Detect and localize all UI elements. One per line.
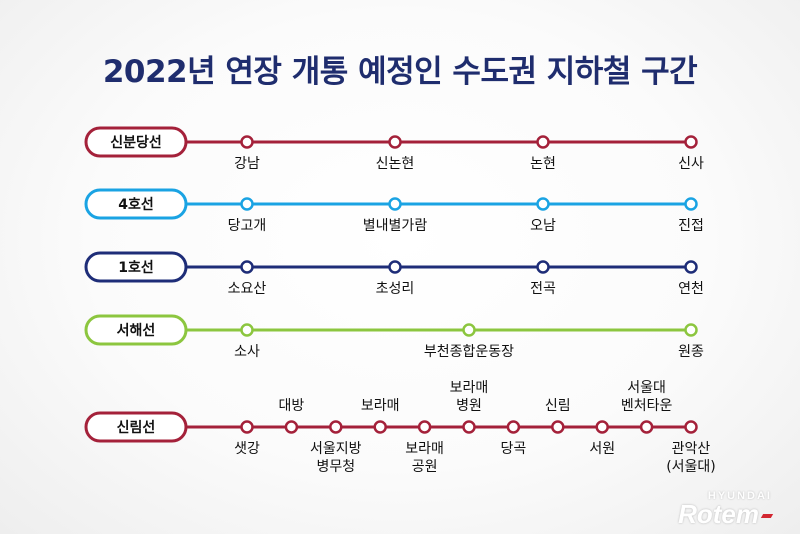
line-name-badge [84,188,188,220]
station-label: 초성리 [376,281,415,297]
station-marker [240,420,254,434]
station-label: 병무청 [316,459,355,475]
station-label: 벤처타운 [621,398,673,414]
station-label: 당곡 [501,441,527,457]
diagram-title: 2022년 연장 개통 예정인 수도권 지하철 구간 [102,54,698,90]
line-name: 4호선 [118,197,154,213]
station-label: 원종 [678,344,704,360]
station-label: 소요산 [228,281,267,297]
hyundai-rotem-logo: HYUNDAI Rotem [678,490,774,529]
station-label: 샛강 [234,441,260,457]
station-marker [536,197,550,211]
station-label: 병원 [456,398,482,414]
station-label: 신논현 [376,156,415,172]
station-label: 별내별가람 [363,218,428,234]
station-label: 당고개 [228,218,267,234]
line-name: 신림선 [117,420,156,436]
station-label: 보라매 [450,380,489,396]
station-marker [329,420,343,434]
station-marker [240,135,254,149]
logo-name: Rotem [678,499,759,529]
station-label: 서울대 [627,380,666,396]
station-marker [506,420,521,434]
station-marker [684,260,698,274]
station-marker [595,420,609,434]
station-marker [551,420,565,434]
logo-brand-text: HYUNDAI [707,490,772,502]
station-label: 전곡 [530,281,556,297]
station-label: 진접 [678,218,704,234]
subway-line-4: 신림선샛강대방서울지방병무청보라매보라매공원보라매병원당곡신림서원서울대벤처타운… [84,380,716,475]
station-label: 신림 [545,398,571,414]
station-label: 논현 [530,156,556,172]
station-marker [240,323,254,337]
station-label: 소사 [234,344,260,360]
station-marker [417,420,432,434]
station-marker [284,420,299,434]
station-marker [388,135,402,149]
station-marker [462,420,476,434]
station-label: 보라매 [405,441,444,457]
station-label: 신사 [678,156,704,172]
station-label: 강남 [234,156,260,172]
logo-name-text: Rotem [678,499,774,529]
station-marker [684,135,698,149]
station-label: 연천 [678,281,704,297]
line-name: 1호선 [118,260,154,276]
station-label: (서울대) [666,459,716,475]
line-name-badge [84,411,188,443]
line-name-badge [84,251,188,283]
station-label: 서울지방 [310,441,362,457]
logo-accent-mark [760,514,774,519]
station-marker [373,420,387,434]
station-label: 부천종합운동장 [424,344,514,360]
station-label: 오남 [530,218,556,234]
station-marker [462,323,476,337]
station-marker [536,135,550,149]
station-marker [240,197,254,211]
station-marker [684,323,698,337]
station-marker [684,420,698,434]
line-name-badge [84,126,188,158]
station-marker [388,197,402,211]
station-marker [536,260,550,274]
station-label: 서원 [589,441,615,457]
station-marker [240,260,254,274]
line-name-badge [84,314,188,346]
station-label: 대방 [279,398,305,414]
line-name: 서해선 [117,323,156,339]
station-label: 보라매 [361,398,400,414]
station-label: 관악산 [672,441,711,457]
station-marker [388,260,402,274]
station-marker [684,197,698,211]
line-name: 신분당선 [110,134,162,151]
station-label: 공원 [412,459,438,475]
station-marker [639,420,654,434]
